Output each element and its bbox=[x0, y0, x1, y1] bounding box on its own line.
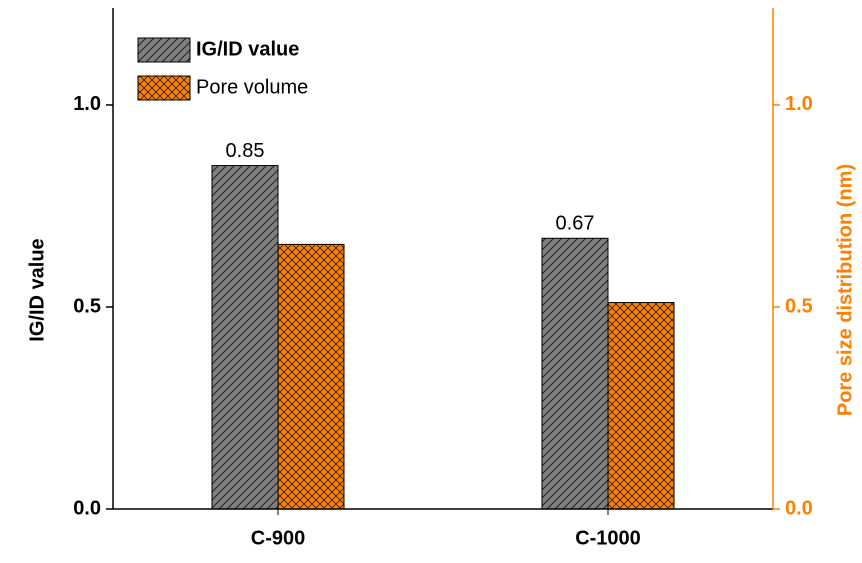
legend-label: IG/ID value bbox=[196, 38, 299, 60]
y-tick-label: 1.0 bbox=[73, 93, 101, 115]
x-tick-label: C-1000 bbox=[575, 527, 641, 549]
bar bbox=[541, 237, 609, 510]
y2-tick-label: 1.0 bbox=[785, 93, 813, 115]
y2-tick-label: 0.5 bbox=[785, 295, 813, 317]
bar bbox=[607, 302, 675, 510]
bar bbox=[277, 243, 345, 510]
legend-label: Pore volume bbox=[196, 76, 308, 98]
y2-axis-label: Pore size distribution (nm) bbox=[834, 164, 856, 416]
y-axis-label: IG/ID value bbox=[26, 238, 48, 341]
bar bbox=[211, 165, 279, 510]
y2-tick-label: 0.0 bbox=[785, 497, 813, 519]
y-tick-label: 0.0 bbox=[73, 497, 101, 519]
x-tick-label: C-900 bbox=[251, 527, 305, 549]
y-tick-label: 0.5 bbox=[73, 295, 101, 317]
value-label: 0.85 bbox=[226, 140, 265, 162]
legend-swatch bbox=[137, 75, 191, 101]
value-label: 0.67 bbox=[556, 213, 595, 235]
legend-swatch bbox=[137, 37, 191, 63]
